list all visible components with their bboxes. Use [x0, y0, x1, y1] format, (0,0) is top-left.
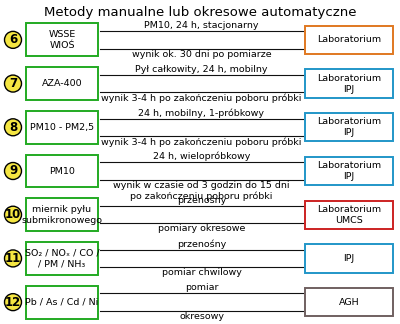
- Circle shape: [4, 31, 22, 48]
- Text: pomiary okresowe: pomiary okresowe: [158, 225, 245, 234]
- Circle shape: [4, 206, 22, 223]
- Text: Pb / As / Cd / Ni: Pb / As / Cd / Ni: [25, 298, 99, 307]
- FancyBboxPatch shape: [305, 26, 393, 54]
- Text: 9: 9: [9, 165, 17, 178]
- Circle shape: [4, 119, 22, 136]
- Text: 8: 8: [9, 121, 17, 134]
- FancyBboxPatch shape: [305, 288, 393, 316]
- Text: przenośny: przenośny: [177, 239, 226, 249]
- Text: SO₂ / NOₓ / CO /
/ PM / NH₃: SO₂ / NOₓ / CO / / PM / NH₃: [25, 249, 99, 269]
- Text: Laboratorium: Laboratorium: [317, 35, 381, 44]
- Text: 11: 11: [5, 252, 21, 265]
- Text: AZA-400: AZA-400: [42, 79, 82, 88]
- FancyBboxPatch shape: [26, 23, 98, 56]
- Text: pomiar: pomiar: [185, 284, 218, 292]
- Text: Pył całkowity, 24 h, mobilny: Pył całkowity, 24 h, mobilny: [135, 65, 268, 74]
- Text: wynik ok. 30 dni po pomiarze: wynik ok. 30 dni po pomiarze: [132, 50, 271, 59]
- Text: Laboratorium
IPJ: Laboratorium IPJ: [317, 161, 381, 181]
- Text: 7: 7: [9, 77, 17, 90]
- Text: 10: 10: [5, 208, 21, 221]
- Text: Laboratorium
IPJ: Laboratorium IPJ: [317, 74, 381, 94]
- FancyBboxPatch shape: [305, 113, 393, 142]
- Circle shape: [4, 75, 22, 92]
- FancyBboxPatch shape: [26, 155, 98, 187]
- Text: okresowy: okresowy: [179, 312, 224, 321]
- FancyBboxPatch shape: [305, 69, 393, 98]
- FancyBboxPatch shape: [26, 242, 98, 275]
- Circle shape: [4, 250, 22, 267]
- FancyBboxPatch shape: [26, 198, 98, 231]
- FancyBboxPatch shape: [26, 286, 98, 318]
- FancyBboxPatch shape: [26, 67, 98, 100]
- Text: 12: 12: [5, 295, 21, 309]
- Text: AGH: AGH: [339, 298, 359, 307]
- Circle shape: [4, 294, 22, 311]
- Text: WSSE
WIOŚ: WSSE WIOŚ: [48, 30, 76, 50]
- Text: wynik w czasie od 3 godzin do 15 dni
po zakończeniu poboru próbki: wynik w czasie od 3 godzin do 15 dni po …: [113, 181, 290, 201]
- Text: PM10 - PM2,5: PM10 - PM2,5: [30, 123, 94, 132]
- Text: Laboratorium
UMCS: Laboratorium UMCS: [317, 205, 381, 225]
- Text: 24 h, wielopróbkowy: 24 h, wielopróbkowy: [153, 152, 250, 161]
- FancyBboxPatch shape: [26, 111, 98, 144]
- Text: IPJ: IPJ: [343, 254, 355, 263]
- Text: 6: 6: [9, 33, 17, 46]
- Text: Metody manualne lub okresowe automatyczne: Metody manualne lub okresowe automatyczn…: [44, 6, 356, 19]
- FancyBboxPatch shape: [305, 201, 393, 229]
- FancyBboxPatch shape: [305, 244, 393, 272]
- Text: wynik 3-4 h po zakończeniu poboru próbki: wynik 3-4 h po zakończeniu poboru próbki: [101, 93, 302, 103]
- Text: 24 h, mobilny, 1-próbkowy: 24 h, mobilny, 1-próbkowy: [138, 108, 264, 118]
- Text: Laboratorium
IPJ: Laboratorium IPJ: [317, 117, 381, 137]
- FancyBboxPatch shape: [305, 157, 393, 185]
- Text: PM10: PM10: [49, 167, 75, 176]
- Text: wynik 3-4 h po zakończeniu poboru próbki: wynik 3-4 h po zakończeniu poboru próbki: [101, 137, 302, 146]
- Text: miernik pyłu
submikronowego: miernik pyłu submikronowego: [22, 205, 102, 225]
- Text: przenośny: przenośny: [177, 195, 226, 205]
- Text: pomiar chwilowy: pomiar chwilowy: [162, 268, 242, 277]
- Circle shape: [4, 163, 22, 179]
- Text: PM10, 24 h, stacjonarny: PM10, 24 h, stacjonarny: [144, 21, 259, 30]
